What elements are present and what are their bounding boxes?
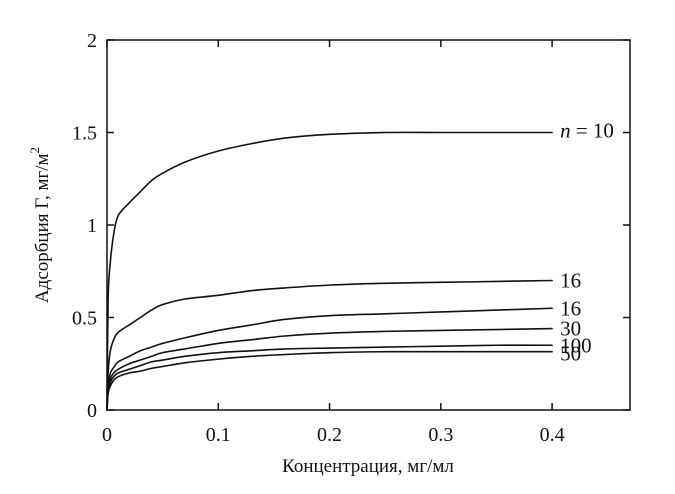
series-label-variable: n [560,119,571,143]
series-label: 30 [560,317,581,341]
x-tick-label: 0.1 [206,424,231,446]
y-tick-label: 0 [87,400,97,422]
y-tick-label: 1.5 [72,123,97,145]
series-lines [106,131,553,411]
series-line [106,279,553,411]
y-tick-label: 0.5 [72,308,97,330]
x-axis-title: Концентрация, мг/мл [282,456,454,477]
series-label: 100 [560,333,592,357]
series-line [106,344,553,411]
plot-frame [106,39,631,411]
y-tick-label: 2 [87,30,97,52]
y-axis-title: Адсорбция Γ, мг/м2 [27,147,53,303]
series-line [106,307,553,411]
y-tick-label: 1 [87,215,97,237]
x-tick-label: 0 [102,424,112,446]
x-tick-label: 0.3 [428,424,453,446]
series-line [106,327,553,411]
series-label: n = 10 [560,119,614,143]
y-axis-title-superscript: 2 [27,147,42,154]
axis-ticks [106,39,630,411]
series-label: 50 [560,342,581,366]
axis-tick-labels: 0 0.1 0.2 0.3 0.4 0 0.5 1 1.5 2 [72,30,565,446]
series-label-value: = 10 [571,119,614,143]
x-tick-label: 0.2 [317,424,342,446]
series-line [106,350,553,411]
svg-text:Адсорбция Γ, мг/м2: Адсорбция Γ, мг/м2 [27,147,53,303]
y-axis-title-main: Адсорбция Γ, мг/м [32,153,53,303]
series-label: 16 [560,269,581,293]
series-line [106,131,553,411]
x-tick-label: 0.4 [540,424,565,446]
series-label: 16 [560,296,581,320]
